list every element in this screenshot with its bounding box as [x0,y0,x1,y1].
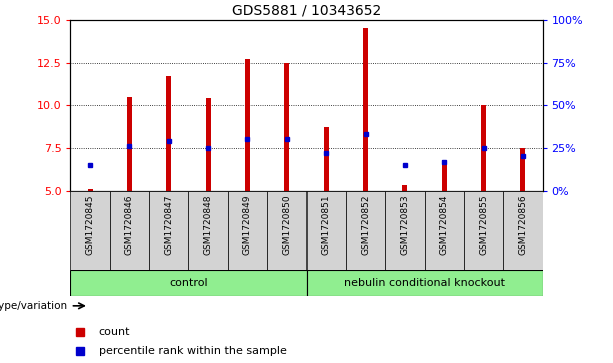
Bar [267,191,306,270]
Text: nebulin conditional knockout: nebulin conditional knockout [344,278,505,288]
Bar [481,105,486,191]
Text: GSM1720855: GSM1720855 [479,195,488,255]
Text: GSM1720847: GSM1720847 [164,195,173,255]
Title: GDS5881 / 10343652: GDS5881 / 10343652 [232,3,381,17]
Bar [363,28,368,191]
Bar [70,270,306,296]
Text: control: control [169,278,208,288]
Bar [503,191,543,270]
Bar [324,127,329,191]
Text: GSM1720854: GSM1720854 [440,195,449,255]
Text: GSM1720849: GSM1720849 [243,195,252,255]
Text: GSM1720846: GSM1720846 [125,195,134,255]
Text: genotype/variation: genotype/variation [0,301,67,311]
Bar [245,59,250,191]
Bar [306,270,543,296]
Text: GSM1720848: GSM1720848 [204,195,213,255]
Text: GSM1720845: GSM1720845 [86,195,94,255]
Bar [346,191,385,270]
Bar [149,191,189,270]
Bar [167,76,171,191]
Bar [385,191,424,270]
Text: count: count [99,327,131,337]
Bar [110,191,149,270]
Text: GSM1720851: GSM1720851 [322,195,330,255]
Text: GSM1720856: GSM1720856 [519,195,527,255]
Bar [424,191,464,270]
Bar [206,98,210,191]
Text: GSM1720852: GSM1720852 [361,195,370,255]
Text: percentile rank within the sample: percentile rank within the sample [99,346,287,356]
Bar [70,191,110,270]
Bar [189,191,228,270]
Bar [403,185,407,191]
Bar [88,189,93,191]
Bar [228,191,267,270]
Text: GSM1720853: GSM1720853 [400,195,409,255]
Bar [127,97,132,191]
Bar [284,62,289,191]
Bar [442,160,446,191]
Text: GSM1720850: GSM1720850 [283,195,291,255]
Bar [306,191,346,270]
Bar [520,148,525,191]
Bar [464,191,503,270]
